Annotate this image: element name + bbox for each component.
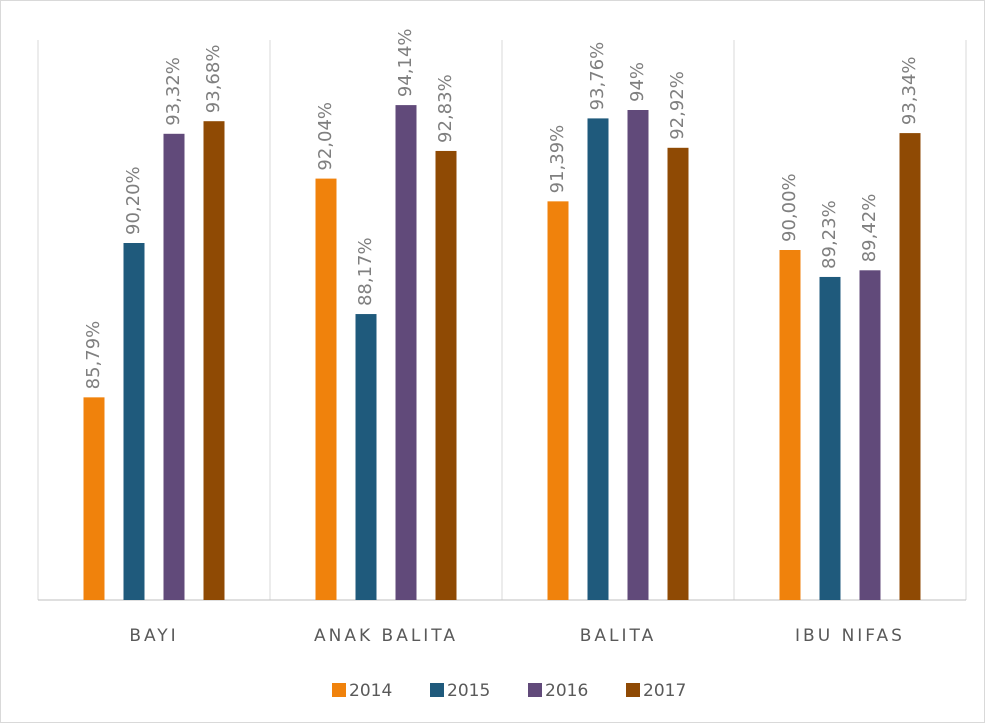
data-label: 85,79% [83,321,104,390]
bar [435,150,457,600]
data-label: 92,92% [667,71,688,140]
bar [123,243,145,600]
bar [667,147,689,601]
legend-label: 2017 [643,681,686,701]
data-label: 93,68% [203,45,224,114]
legend-label: 2014 [349,681,392,701]
bar [587,118,609,601]
legend-swatch [430,683,444,697]
legend-label: 2016 [545,681,588,701]
data-label: 93,32% [163,57,184,126]
bar [779,250,801,600]
legend-label: 2015 [447,681,490,701]
bar [819,276,841,600]
legend-swatch [626,683,640,697]
x-tick-label: BAYI [129,626,178,646]
bar [315,178,337,600]
legend-swatch [332,683,346,697]
bar [355,314,377,600]
bar [203,121,225,600]
data-label: 89,23% [819,200,840,269]
data-label: 90,00% [779,173,800,242]
x-tick-label: IBU NIFAS [795,626,905,646]
x-tick-label: ANAK BALITA [314,626,458,646]
bar [163,133,185,601]
data-label: 94,14% [395,28,416,97]
data-label: 89,42% [859,194,880,263]
bar [547,201,569,600]
bar [859,270,881,600]
data-label: 92,04% [315,102,336,171]
data-label: 93,34% [899,56,920,125]
bar [395,105,417,600]
bar [83,397,105,600]
data-label: 90,20% [123,166,144,235]
legend-swatch [528,683,542,697]
data-label: 93,76% [587,42,608,111]
bar [627,110,649,600]
x-tick-label: BALITA [580,626,656,646]
data-label: 88,17% [355,237,376,306]
data-label: 94% [627,62,648,102]
data-label: 92,83% [435,74,456,143]
data-label: 91,39% [547,125,568,194]
bar [899,133,921,600]
